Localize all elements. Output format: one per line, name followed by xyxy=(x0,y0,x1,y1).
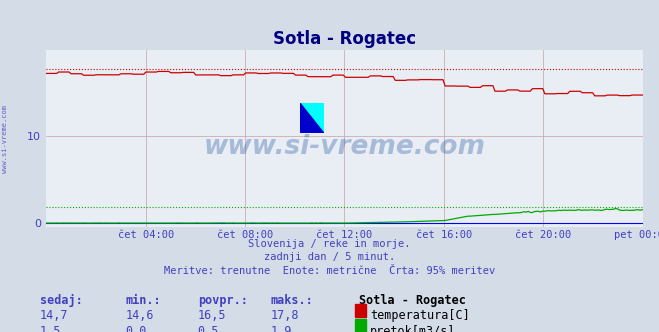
Text: zadnji dan / 5 minut.: zadnji dan / 5 minut. xyxy=(264,252,395,262)
Polygon shape xyxy=(300,103,324,133)
Text: 1,5: 1,5 xyxy=(40,325,61,332)
Text: 0,5: 0,5 xyxy=(198,325,219,332)
Text: 0,0: 0,0 xyxy=(125,325,146,332)
Text: Slovenija / reke in morje.: Slovenija / reke in morje. xyxy=(248,239,411,249)
Polygon shape xyxy=(300,103,324,133)
Text: www.si-vreme.com: www.si-vreme.com xyxy=(2,106,9,173)
Text: www.si-vreme.com: www.si-vreme.com xyxy=(204,134,485,160)
Text: maks.:: maks.: xyxy=(270,294,313,307)
Text: pretok[m3/s]: pretok[m3/s] xyxy=(370,325,456,332)
Text: 14,6: 14,6 xyxy=(125,309,154,322)
Text: povpr.:: povpr.: xyxy=(198,294,248,307)
Title: Sotla - Rogatec: Sotla - Rogatec xyxy=(273,30,416,48)
Text: temperatura[C]: temperatura[C] xyxy=(370,309,470,322)
Text: 1,9: 1,9 xyxy=(270,325,291,332)
Polygon shape xyxy=(300,103,324,133)
Text: 16,5: 16,5 xyxy=(198,309,226,322)
Text: Sotla - Rogatec: Sotla - Rogatec xyxy=(359,294,466,307)
Text: sedaj:: sedaj: xyxy=(40,294,82,307)
Text: Meritve: trenutne  Enote: metrične  Črta: 95% meritev: Meritve: trenutne Enote: metrične Črta: … xyxy=(164,266,495,276)
Text: min.:: min.: xyxy=(125,294,161,307)
Text: 17,8: 17,8 xyxy=(270,309,299,322)
Text: 14,7: 14,7 xyxy=(40,309,68,322)
